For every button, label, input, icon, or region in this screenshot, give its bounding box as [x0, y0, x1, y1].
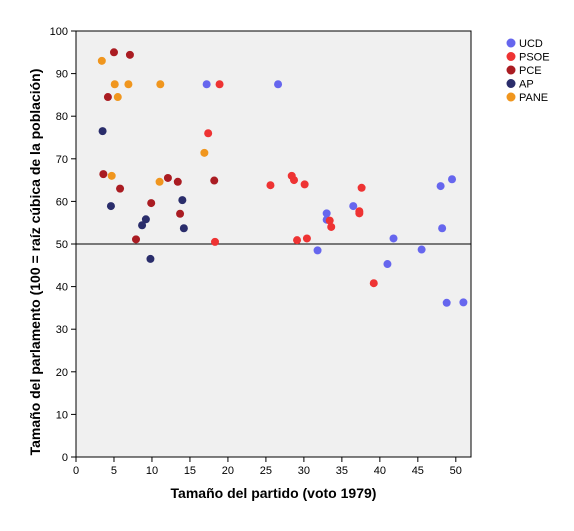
data-point: [417, 245, 426, 254]
data-point: [442, 298, 451, 307]
data-point: [436, 182, 445, 191]
legend-label-pce: PCE: [519, 65, 542, 77]
y-tick-label: 50: [56, 239, 68, 251]
data-point: [141, 215, 150, 224]
x-tick-label: 20: [222, 465, 234, 477]
data-point: [147, 199, 156, 208]
data-point: [274, 80, 283, 89]
data-point: [99, 170, 108, 179]
series-pce: [99, 48, 219, 244]
data-point: [178, 196, 187, 205]
x-tick-label: 35: [336, 465, 348, 477]
legend-label-pane: PANE: [519, 92, 548, 104]
y-tick-label: 60: [56, 196, 68, 208]
data-point: [103, 93, 112, 102]
data-point: [109, 48, 118, 57]
data-point: [179, 224, 188, 233]
legend-label-ucd: UCD: [519, 38, 543, 50]
axis-ticks: 0 5 10 15 20 25 30 35 40 45 50 0 10 20 30 40 50 60 70 80 90 1…: [50, 26, 462, 477]
data-point: [389, 234, 398, 243]
data-point: [300, 180, 309, 189]
data-point: [210, 176, 219, 185]
data-point: [327, 222, 336, 231]
x-tick-label: 45: [412, 465, 424, 477]
data-point: [132, 235, 141, 244]
data-point: [215, 80, 224, 89]
data-point: [459, 298, 468, 307]
data-point: [313, 246, 322, 255]
y-tick-label: 80: [56, 111, 68, 123]
series-ap: [98, 127, 188, 263]
data-point: [138, 221, 147, 230]
data-point: [155, 177, 164, 186]
data-point: [124, 80, 133, 89]
data-point: [113, 93, 122, 102]
legend-marker-ap: [506, 79, 516, 88]
data-point: [349, 202, 358, 211]
data-point: [163, 173, 172, 182]
data-point: [125, 50, 134, 59]
x-tick-label: 15: [184, 465, 196, 477]
data-point: [204, 129, 213, 138]
data-point: [369, 279, 378, 288]
x-tick-label: 25: [260, 465, 272, 477]
y-tick-label: 90: [56, 69, 68, 81]
x-tick-label: 0: [73, 465, 79, 477]
data-point: [293, 236, 302, 245]
data-point: [173, 177, 182, 186]
x-tick-label: 5: [111, 465, 117, 477]
data-point: [357, 183, 366, 192]
data-point: [110, 80, 119, 89]
x-tick-label: 10: [146, 465, 158, 477]
data-point: [200, 148, 209, 157]
data-points: [97, 48, 468, 307]
data-point: [98, 127, 107, 136]
data-point: [355, 209, 364, 218]
data-point: [322, 209, 331, 218]
x-tick-label: 40: [374, 465, 386, 477]
legend-marker-psoe: [506, 52, 516, 61]
y-tick-label: 0: [62, 452, 68, 464]
legend-label-psoe: PSOE: [519, 52, 550, 64]
data-point: [146, 254, 155, 263]
data-point: [116, 184, 125, 193]
data-point: [266, 181, 275, 190]
y-tick-label: 70: [56, 154, 68, 166]
legend-marker-pce: [506, 65, 516, 75]
legend-label-ap: AP: [519, 79, 534, 91]
data-point: [107, 171, 116, 180]
y-axis-title: Tamaño del parlamento (100 = raíz cúbica…: [27, 69, 43, 456]
x-axis-title: Tamaño del partido (voto 1979): [171, 485, 377, 501]
data-point: [448, 175, 457, 184]
legend-marker-ucd: [506, 38, 516, 48]
y-tick-label: 10: [56, 409, 68, 421]
data-point: [302, 234, 311, 243]
x-tick-label: 30: [298, 465, 310, 477]
data-point: [176, 209, 185, 218]
data-point: [383, 260, 392, 269]
data-point: [202, 80, 211, 89]
data-point: [438, 224, 447, 233]
x-tick-label: 50: [450, 465, 462, 477]
series-psoe: [204, 80, 378, 288]
data-point: [211, 237, 220, 246]
legend-marker-pane: [506, 92, 516, 102]
data-point: [325, 216, 334, 225]
data-point: [290, 176, 299, 185]
y-tick-label: 20: [56, 367, 68, 379]
data-point: [97, 56, 106, 65]
data-point: [156, 80, 165, 89]
data-point: [106, 202, 115, 211]
series-pane: [97, 56, 209, 186]
y-tick-label: 40: [56, 282, 68, 294]
y-tick-label: 100: [50, 26, 68, 38]
y-tick-label: 30: [56, 324, 68, 336]
